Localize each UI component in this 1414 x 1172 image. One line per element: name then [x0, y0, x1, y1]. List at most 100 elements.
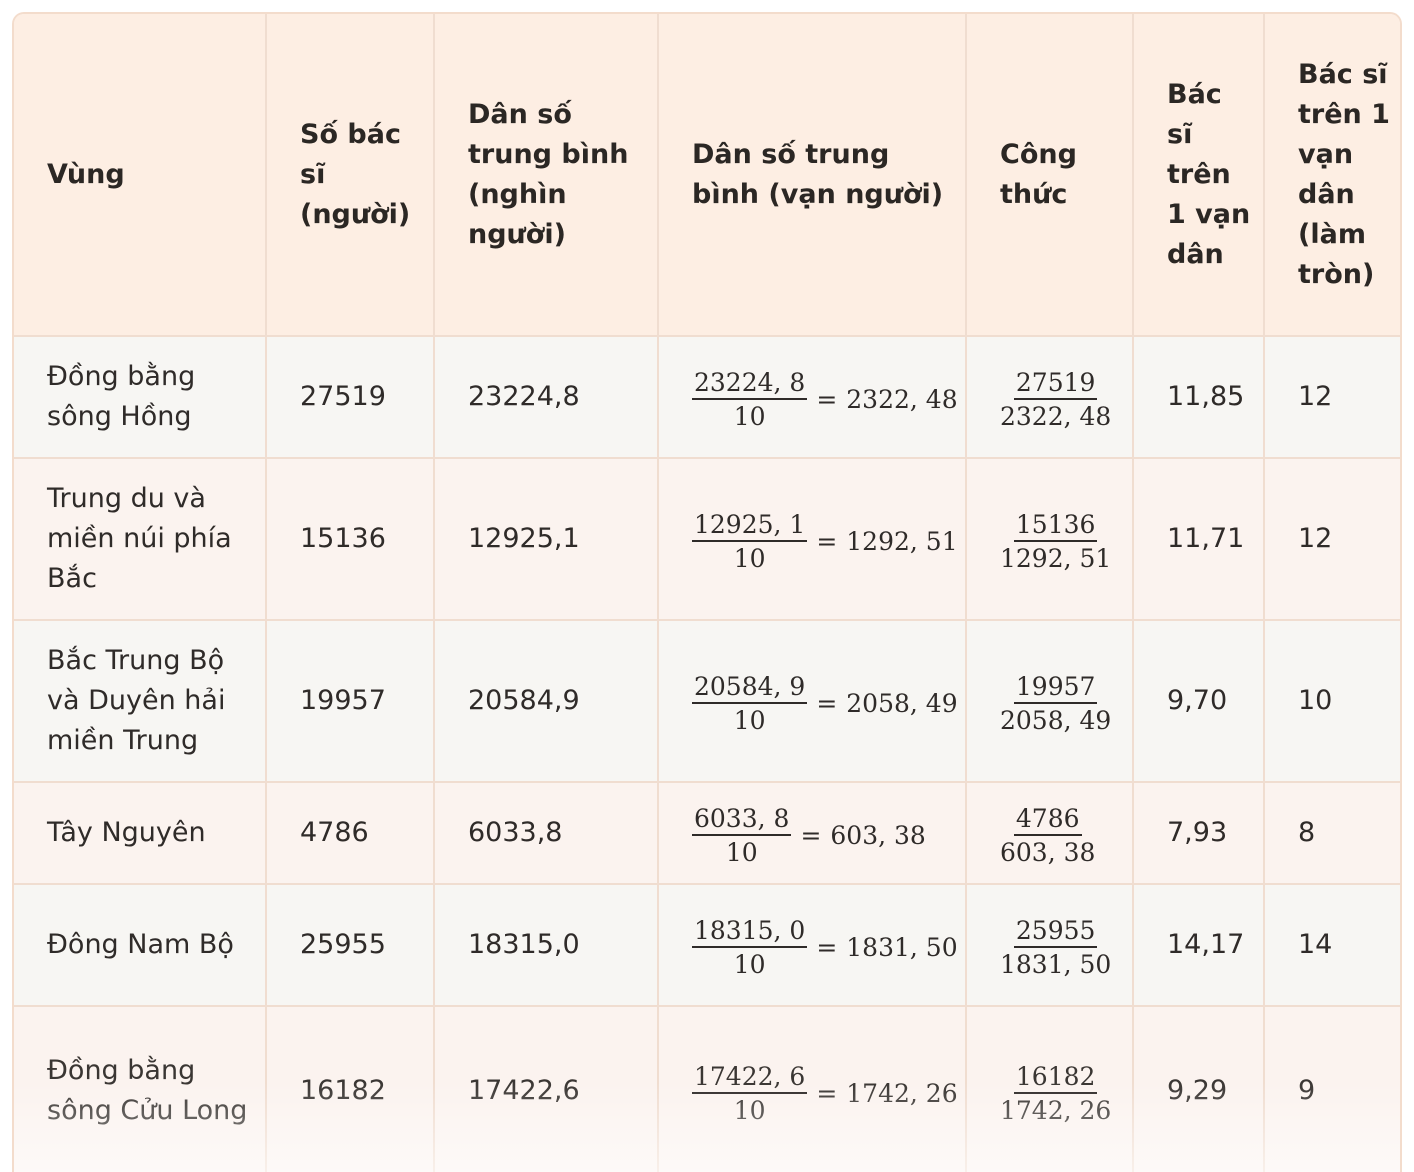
division-numerator: 20584, 9: [692, 672, 808, 704]
table-row: Trung du và miền núi phía Bắc 15136 12925,…: [14, 458, 1400, 621]
division-fraction: 12925, 1 10: [692, 510, 808, 574]
header-doctors: Số bác sĩ (người): [266, 14, 435, 337]
division-denominator: 10: [733, 543, 766, 573]
cell-region: Tây Nguyên: [14, 782, 267, 885]
cell-population: 23224,8: [434, 336, 659, 459]
formula-denominator: 1742, 26: [1000, 1095, 1112, 1125]
division-expression: 20584, 9 10 = 2058, 49: [692, 672, 958, 736]
formula-expression: 16182 1742, 26: [1000, 1062, 1111, 1126]
division-result: 1742, 26: [846, 1078, 958, 1108]
formula-fraction: 4786 603, 38: [1000, 804, 1095, 868]
formula-numerator: 16182: [1013, 1062, 1098, 1094]
formula-numerator: 27519: [1013, 368, 1098, 400]
cell-population-division: 12925, 1 10 = 1292, 51: [658, 458, 967, 621]
cell-population-division: 6033, 8 10 = 603, 38: [658, 782, 967, 885]
formula-denominator: 1831, 50: [1000, 949, 1112, 979]
division-numerator: 23224, 8: [692, 368, 808, 400]
division-result: 2322, 48: [846, 384, 958, 414]
division-numerator: 17422, 6: [692, 1062, 808, 1094]
formula-denominator: 2058, 49: [1000, 705, 1112, 735]
cell-doctors: 15136: [266, 458, 435, 621]
equals-sign: =: [800, 820, 822, 850]
division-fraction: 23224, 8 10: [692, 368, 808, 432]
division-denominator: 10: [725, 837, 758, 867]
cell-ratio: 9,29: [1133, 1006, 1265, 1172]
equals-sign: =: [816, 384, 838, 414]
cell-population: 12925,1: [434, 458, 659, 621]
division-denominator: 10: [733, 1095, 766, 1125]
formula-expression: 15136 1292, 51: [1000, 510, 1111, 574]
equals-sign: =: [816, 526, 838, 556]
cell-ratio: 9,70: [1133, 620, 1265, 783]
cell-population: 6033,8: [434, 782, 659, 885]
formula-fraction: 16182 1742, 26: [1000, 1062, 1111, 1126]
division-fraction: 20584, 9 10: [692, 672, 808, 736]
cell-population-division: 23224, 8 10 = 2322, 48: [658, 336, 967, 459]
table-row: Bắc Trung Bộ và Duyên hải miền Trung 1995…: [14, 620, 1400, 783]
cell-rounded: 8: [1264, 782, 1400, 885]
cell-population: 18315,0: [434, 884, 659, 1007]
cell-doctors: 19957: [266, 620, 435, 783]
cell-rounded: 12: [1264, 458, 1400, 621]
cell-region: Bắc Trung Bộ và Duyên hải miền Trung: [14, 620, 267, 783]
division-expression: 18315, 0 10 = 1831, 50: [692, 916, 958, 980]
formula-numerator: 15136: [1013, 510, 1098, 542]
formula-denominator: 2322, 48: [1000, 401, 1112, 431]
cell-rounded: 10: [1264, 620, 1400, 783]
table-row: Đông Nam Bộ 25955 18315,0 18315, 0 10 = 1831, …: [14, 884, 1400, 1007]
division-numerator: 12925, 1: [692, 510, 808, 542]
formula-fraction: 27519 2322, 48: [1000, 368, 1111, 432]
formula-expression: 25955 1831, 50: [1000, 916, 1111, 980]
cell-formula: 25955 1831, 50: [966, 884, 1134, 1007]
cell-region: Đồng bằng sông Cửu Long: [14, 1006, 267, 1172]
cell-region: Đông Nam Bộ: [14, 884, 267, 1007]
cell-doctors: 16182: [266, 1006, 435, 1172]
cell-ratio: 7,93: [1133, 782, 1265, 885]
division-expression: 12925, 1 10 = 1292, 51: [692, 510, 958, 574]
formula-denominator: 603, 38: [1000, 837, 1096, 867]
cell-rounded: 12: [1264, 336, 1400, 459]
header-row: Vùng Số bác sĩ (người) Dân số trung bình…: [14, 14, 1400, 337]
header-population-tenthousand: Dân số trung bình (vạn người): [658, 14, 967, 337]
division-numerator: 18315, 0: [692, 916, 808, 948]
equals-sign: =: [816, 688, 838, 718]
formula-expression: 4786 603, 38: [1000, 804, 1095, 868]
division-result: 1831, 50: [846, 932, 958, 962]
division-denominator: 10: [733, 401, 766, 431]
cell-formula: 19957 2058, 49: [966, 620, 1134, 783]
cell-formula: 27519 2322, 48: [966, 336, 1134, 459]
cell-population-division: 18315, 0 10 = 1831, 50: [658, 884, 967, 1007]
division-result: 2058, 49: [846, 688, 958, 718]
formula-numerator: 25955: [1013, 916, 1098, 948]
table-row: Đồng bằng sông Cửu Long 16182 17422,6 17422…: [14, 1006, 1400, 1172]
header-region: Vùng: [14, 14, 267, 337]
cell-ratio: 14,17: [1133, 884, 1265, 1007]
cell-doctors: 4786: [266, 782, 435, 885]
division-fraction: 18315, 0 10: [692, 916, 808, 980]
doctors-per-population-table: Vùng Số bác sĩ (người) Dân số trung bình…: [14, 14, 1400, 1172]
cell-formula: 15136 1292, 51: [966, 458, 1134, 621]
cell-ratio: 11,85: [1133, 336, 1265, 459]
division-denominator: 10: [733, 949, 766, 979]
cell-region: Trung du và miền núi phía Bắc: [14, 458, 267, 621]
division-result: 1292, 51: [846, 526, 958, 556]
cell-doctors: 27519: [266, 336, 435, 459]
formula-fraction: 19957 2058, 49: [1000, 672, 1111, 736]
formula-fraction: 25955 1831, 50: [1000, 916, 1111, 980]
cell-population: 20584,9: [434, 620, 659, 783]
formula-numerator: 4786: [1013, 804, 1082, 836]
cell-population-division: 17422, 6 10 = 1742, 26: [658, 1006, 967, 1172]
cell-population-division: 20584, 9 10 = 2058, 49: [658, 620, 967, 783]
cell-rounded: 14: [1264, 884, 1400, 1007]
cell-formula: 4786 603, 38: [966, 782, 1134, 885]
header-doctors-per-10k: Bác sĩ trên 1 vạn dân: [1133, 14, 1265, 337]
formula-expression: 19957 2058, 49: [1000, 672, 1111, 736]
division-fraction: 17422, 6 10: [692, 1062, 808, 1126]
equals-sign: =: [816, 932, 838, 962]
table-row: Tây Nguyên 4786 6033,8 6033, 8 10 = 603, 38 478…: [14, 782, 1400, 885]
formula-denominator: 1292, 51: [1000, 543, 1112, 573]
division-expression: 6033, 8 10 = 603, 38: [692, 804, 926, 868]
formula-numerator: 19957: [1013, 672, 1098, 704]
cell-formula: 16182 1742, 26: [966, 1006, 1134, 1172]
